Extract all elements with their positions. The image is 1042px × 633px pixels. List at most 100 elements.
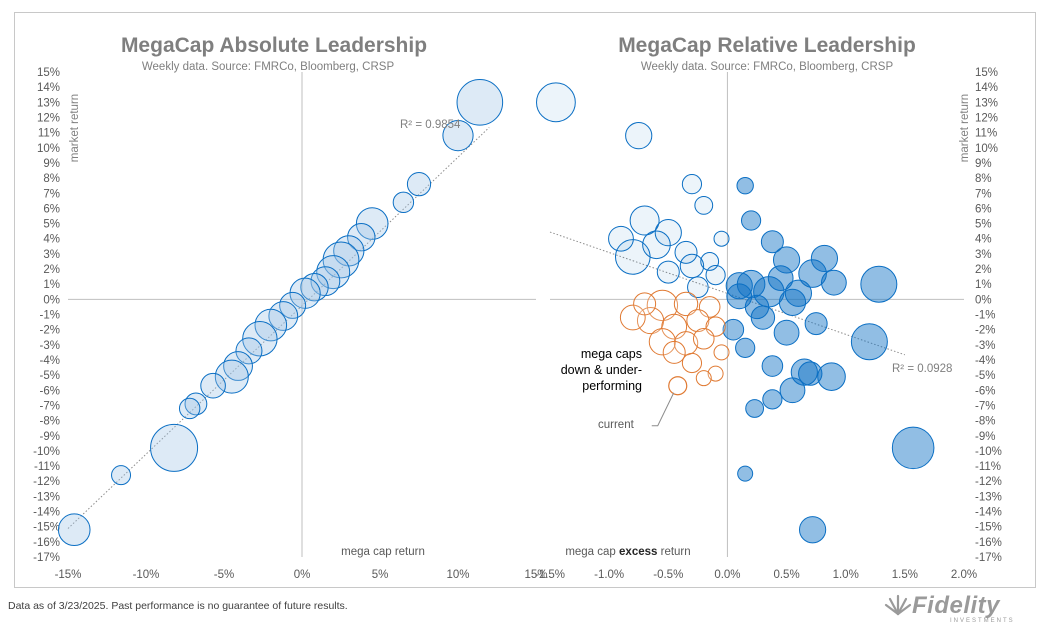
right-x-tick-label: 0.5% (773, 569, 799, 581)
right-x-axis-title-word: mega (565, 546, 594, 558)
right-data-point (820, 269, 847, 296)
left-y-tick-label: 4% (43, 234, 60, 246)
right-y-tick-label: 3% (975, 249, 992, 261)
left-data-point (178, 397, 201, 420)
left-data-point (235, 337, 263, 365)
right-data-point (761, 355, 784, 377)
right-y-tick-label: 9% (975, 158, 992, 170)
left-y-tick-label: -6% (40, 385, 60, 397)
right-data-point (798, 361, 823, 386)
right-current-label: current (598, 419, 635, 431)
right-data-point (798, 516, 827, 544)
right-data-point (798, 259, 827, 288)
left-y-tick-label: -11% (34, 461, 60, 473)
left-y-tick-label: -13% (33, 491, 60, 503)
left-data-point (316, 255, 351, 290)
left-y-tick-label: 7% (43, 188, 60, 200)
right-data-point (773, 319, 800, 346)
left-data-point (223, 351, 253, 381)
right-x-tick-label: 2.0% (951, 569, 977, 581)
right-data-point (679, 253, 705, 279)
right-y-tick-label: 15% (975, 67, 998, 79)
right-data-point (810, 244, 839, 273)
right-y-tick-label: 7% (975, 188, 992, 200)
left-y-tick-label: -14% (33, 507, 60, 519)
right-data-point (656, 260, 680, 284)
left-data-point (406, 172, 432, 197)
left-y-tick-label: 1% (43, 279, 60, 291)
right-callout-line: mega caps (581, 347, 642, 361)
left-y-tick-label: 2% (43, 264, 60, 276)
right-y-tick-label: -12% (975, 476, 1002, 488)
right-y-tick-label: -17% (975, 552, 1002, 564)
right-y-tick-label: 5% (975, 219, 992, 231)
right-data-point (735, 337, 756, 358)
left-y-tick-label: 12% (37, 112, 60, 124)
right-data-point (687, 276, 709, 299)
right-data-point (725, 272, 753, 300)
left-x-axis-title: mega cap return (341, 546, 425, 558)
right-y-tick-label: 8% (975, 173, 992, 185)
right-data-point (762, 389, 783, 410)
right-x-tick-label: -1.0% (594, 569, 624, 581)
right-orange-data-point (646, 289, 679, 322)
right-x-tick-label: 1.0% (833, 569, 859, 581)
left-data-point (347, 223, 376, 252)
left-y-tick-label: 15% (37, 67, 60, 79)
right-data-point (772, 246, 801, 274)
right-y-tick-label: -2% (975, 325, 995, 337)
left-y-tick-label: 10% (37, 143, 60, 155)
left-x-tick-label: 5% (372, 569, 389, 581)
right-y-tick-label: 2% (975, 264, 992, 276)
left-y-tick-label: -17% (33, 552, 60, 564)
right-y-tick-label: 4% (975, 234, 992, 246)
left-data-point (111, 465, 132, 486)
right-y-tick-label: -5% (975, 370, 995, 382)
left-y-axis-title: market return (69, 94, 81, 162)
right-x-tick-label: -0.5% (653, 569, 683, 581)
right-data-point (681, 174, 703, 195)
right-callout-line: performing (582, 379, 642, 393)
logo-wordmark: Fidelity (912, 592, 1001, 619)
right-y-tick-label: -11% (975, 461, 1001, 473)
left-x-tick-label: 0% (294, 569, 311, 581)
right-r-squared-label: R² = 0.0928 (892, 363, 952, 375)
right-data-point (713, 230, 730, 247)
right-orange-data-point (713, 344, 730, 361)
right-y-tick-label: -10% (975, 446, 1002, 458)
right-chart-subtitle: Weekly data. Source: FMRCo, Bloomberg, C… (641, 61, 894, 73)
left-y-tick-label: 8% (43, 173, 60, 185)
right-orange-data-point (686, 309, 710, 333)
right-data-point (736, 176, 754, 195)
right-x-tick-label: 1.5% (892, 569, 918, 581)
left-y-tick-label: -3% (40, 340, 60, 352)
left-trendline (67, 127, 490, 529)
right-data-point (760, 230, 784, 254)
left-data-point (150, 423, 199, 472)
right-x-axis-title-word: cap (594, 546, 616, 558)
left-chart-subtitle: Weekly data. Source: FMRCo, Bloomberg, C… (142, 61, 395, 73)
left-y-tick-label: 9% (43, 158, 60, 170)
right-y-tick-label: 11% (975, 128, 997, 140)
right-data-point (674, 240, 698, 264)
left-y-tick-label: -2% (40, 325, 60, 337)
right-orange-data-point (681, 352, 703, 374)
left-x-tick-label: -15% (55, 569, 82, 581)
right-data-point (722, 318, 745, 341)
right-callout-line: down & under- (561, 363, 642, 377)
left-y-tick-label: -10% (33, 446, 60, 458)
right-y-tick-label: -4% (975, 355, 995, 367)
left-data-point (214, 359, 249, 394)
right-data-point (860, 265, 898, 303)
left-data-point (200, 372, 226, 399)
right-x-axis-title-word: excess (616, 546, 658, 558)
right-data-point (654, 219, 682, 247)
left-y-tick-label: -1% (40, 310, 60, 322)
right-data-point (779, 377, 806, 404)
right-data-point (817, 362, 846, 391)
left-y-tick-label: -4% (40, 355, 60, 367)
left-x-tick-label: -5% (214, 569, 234, 581)
left-data-point (300, 273, 329, 302)
right-data-point (615, 239, 651, 275)
left-y-tick-label: -5% (40, 370, 60, 382)
